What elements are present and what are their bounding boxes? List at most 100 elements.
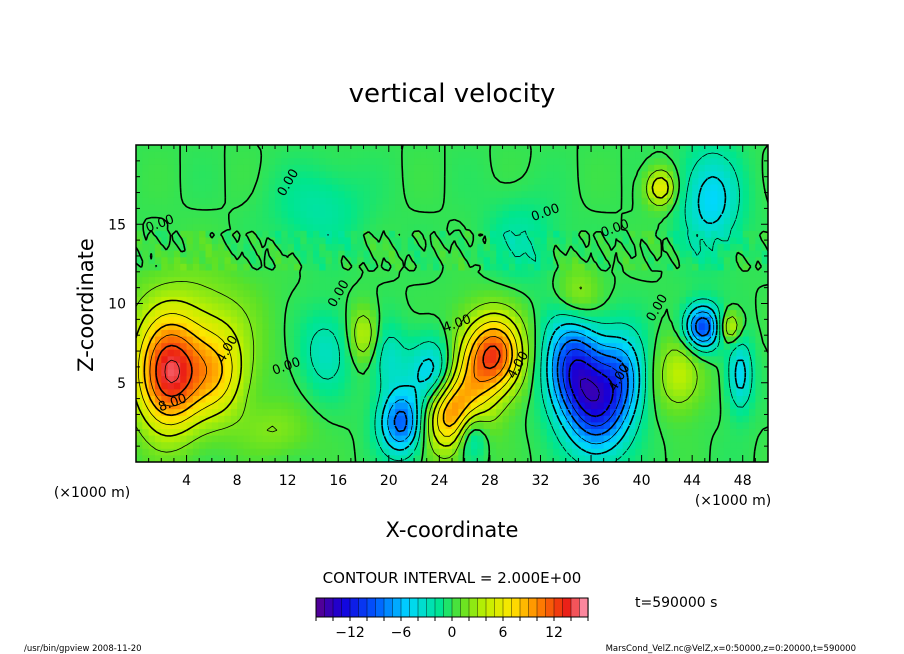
field-cell	[382, 277, 390, 285]
field-cell	[331, 184, 339, 192]
field-cell	[666, 263, 674, 272]
field-cell	[641, 191, 649, 199]
field-cell	[591, 250, 598, 258]
field-cell	[180, 336, 188, 344]
field-cell	[224, 257, 232, 265]
field-cell	[730, 290, 737, 298]
field-cell	[268, 362, 276, 371]
field-cell	[186, 257, 194, 265]
field-cell	[382, 191, 390, 199]
field-cell	[218, 455, 226, 462]
field-cell	[445, 356, 453, 364]
field-cell	[230, 263, 238, 272]
field-cell	[312, 270, 320, 278]
field-cell	[287, 349, 295, 357]
field-cell	[515, 316, 523, 324]
field-cell	[483, 283, 491, 291]
field-cell	[211, 389, 219, 397]
field-cell	[572, 323, 579, 331]
field-cell	[704, 277, 712, 285]
field-cell	[237, 277, 245, 285]
field-cell	[521, 343, 529, 351]
field-cell	[534, 184, 542, 192]
field-cell	[647, 296, 655, 305]
field-cell	[698, 217, 706, 225]
field-cell	[420, 191, 428, 199]
field-cell	[685, 395, 693, 404]
field-cell	[578, 389, 586, 397]
field-cell	[395, 244, 403, 252]
field-cell	[679, 151, 687, 159]
field-cell	[401, 197, 409, 206]
field-cell	[489, 244, 497, 252]
field-cell	[363, 191, 371, 199]
field-cell	[628, 310, 636, 318]
field-cell	[256, 184, 263, 192]
field-cell	[755, 336, 763, 344]
field-cell	[186, 250, 194, 258]
field-cell	[666, 409, 674, 417]
field-cell	[211, 422, 219, 430]
field-cell	[243, 178, 251, 186]
field-cell	[445, 257, 453, 265]
field-cell	[477, 376, 485, 384]
field-cell	[256, 349, 263, 357]
field-cell	[154, 329, 162, 338]
field-cell	[369, 310, 377, 318]
field-cell	[161, 277, 169, 285]
field-cell	[344, 250, 352, 258]
field-cell	[275, 270, 282, 278]
field-cell	[730, 316, 737, 324]
field-cell	[736, 277, 744, 285]
field-cell	[660, 250, 668, 258]
field-cell	[287, 448, 295, 456]
field-cell	[414, 211, 421, 219]
field-cell	[540, 428, 548, 437]
field-cell	[331, 376, 339, 384]
field-cell	[281, 422, 289, 430]
field-cell	[350, 369, 358, 377]
field-cell	[230, 145, 238, 153]
field-cell	[603, 204, 611, 212]
field-cell	[218, 257, 226, 265]
field-cell	[761, 211, 768, 219]
field-cell	[262, 217, 270, 225]
field-cell	[584, 277, 592, 285]
field-cell	[420, 349, 428, 357]
field-cell	[186, 389, 194, 397]
field-cell	[742, 197, 750, 206]
field-cell	[717, 442, 725, 450]
field-cell	[186, 455, 194, 462]
field-cell	[546, 178, 554, 186]
field-cell	[338, 290, 346, 298]
field-cell	[515, 204, 523, 212]
field-cell	[312, 296, 320, 305]
field-cell	[230, 303, 238, 311]
field-cell	[685, 263, 693, 272]
field-cell	[369, 422, 377, 430]
field-cell	[325, 382, 333, 390]
field-cell	[167, 323, 175, 331]
field-cell	[723, 204, 731, 212]
field-cell	[755, 310, 763, 318]
field-cell	[287, 442, 295, 450]
field-cell	[173, 329, 181, 338]
field-cell	[641, 204, 649, 212]
field-cell	[401, 362, 409, 371]
field-cell	[546, 263, 554, 272]
field-cell	[534, 395, 542, 404]
field-cell	[262, 343, 270, 351]
field-cell	[452, 316, 459, 324]
field-cell	[426, 296, 434, 305]
field-cell	[616, 158, 624, 166]
field-cell	[730, 158, 737, 166]
field-cell	[338, 217, 346, 225]
field-cell	[237, 244, 245, 252]
field-cell	[331, 303, 339, 311]
field-cell	[224, 343, 232, 351]
field-cell	[553, 422, 561, 430]
field-cell	[470, 310, 478, 318]
field-cell	[281, 395, 289, 404]
field-cell	[704, 237, 712, 245]
field-cell	[458, 204, 466, 212]
